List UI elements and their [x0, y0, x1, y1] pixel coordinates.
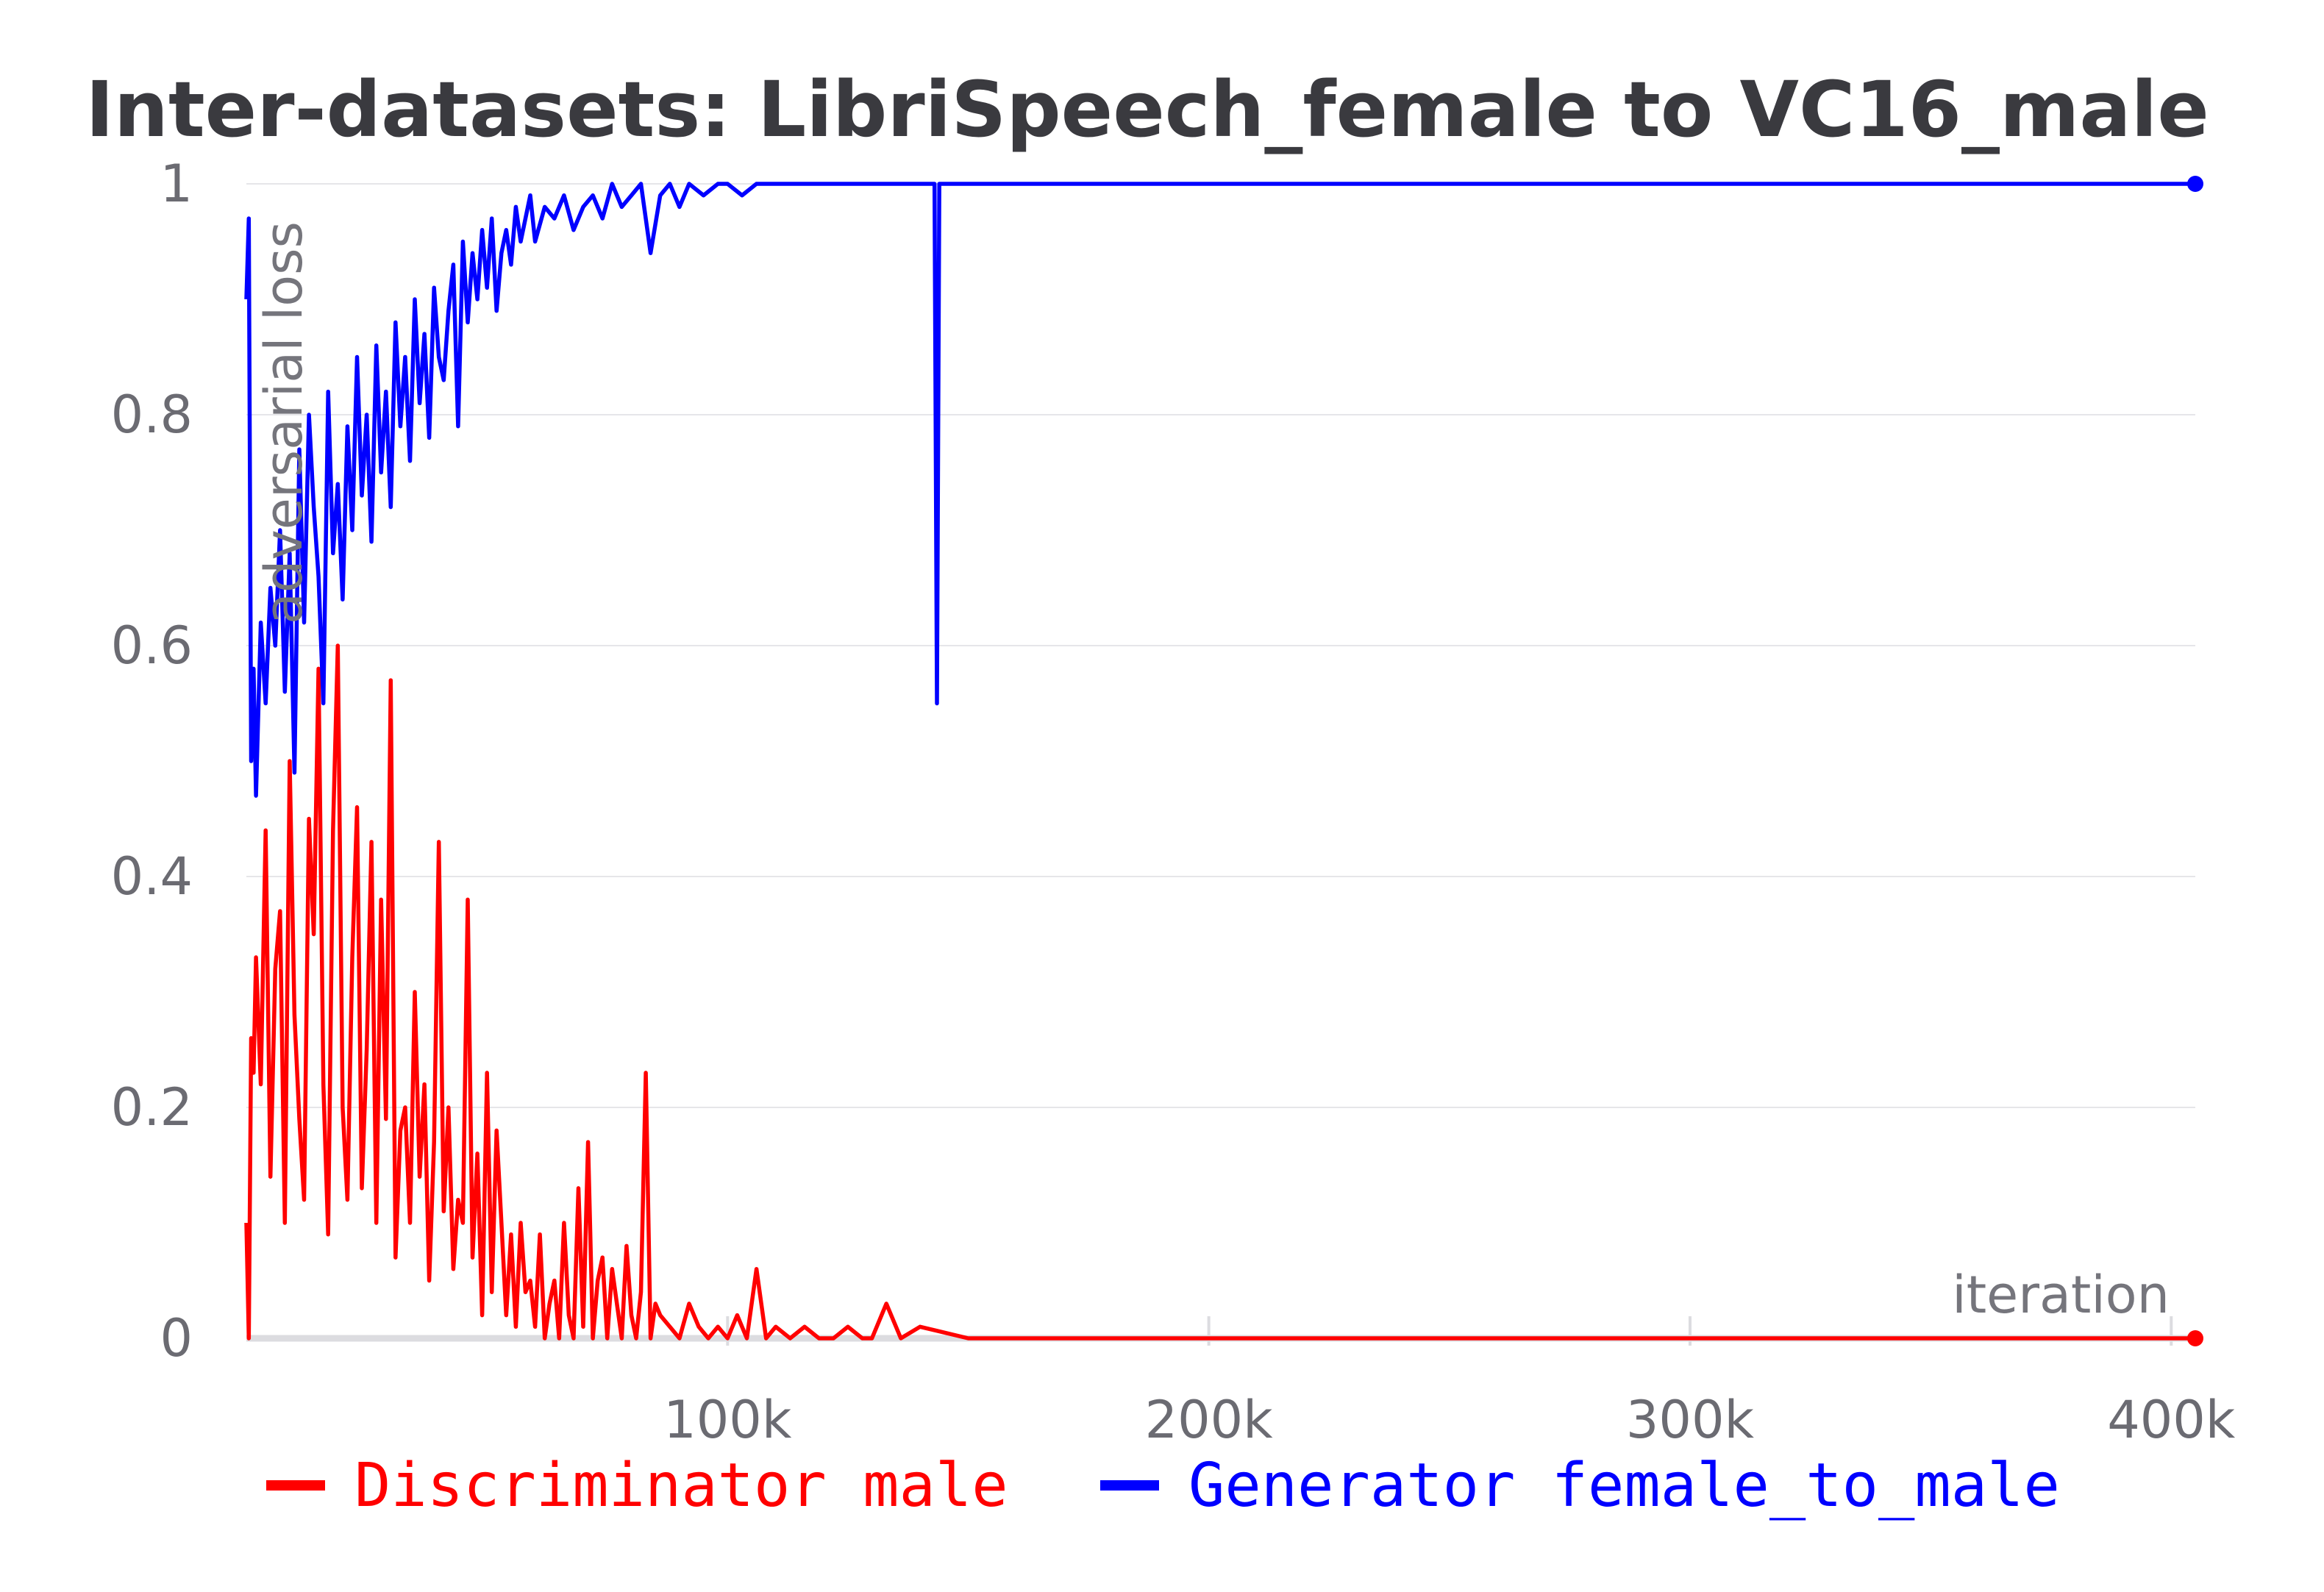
y-tick-label: 0 [160, 1308, 193, 1368]
y-axis-label: adversarial loss [254, 221, 314, 624]
series-line-generator-female-to-male [244, 182, 2195, 798]
x-tick-label: 100k [663, 1390, 792, 1450]
y-tick-label: 0.2 [111, 1077, 193, 1138]
y-tick-label: 0.6 [111, 615, 193, 676]
x-tick-labels: 100k 200k 300k 400k [663, 1390, 2236, 1450]
legend-label: Discriminator male [354, 1451, 1008, 1521]
y-tick-labels: 0 0.2 0.4 0.6 0.8 1 [111, 154, 193, 1368]
series-end-point [2187, 1330, 2203, 1346]
series-lines [244, 176, 2203, 1346]
y-tick-label: 0.4 [111, 846, 193, 907]
x-tick-label: 200k [1145, 1390, 1274, 1450]
series-line-discriminator-male [244, 643, 2195, 1341]
x-axis [246, 1316, 2195, 1346]
x-tick-label: 400k [2107, 1390, 2236, 1450]
series-end-point [2187, 176, 2203, 192]
legend-label: Generator female_to_male [1188, 1451, 2060, 1521]
grid-lines [246, 183, 2195, 1108]
legend-item: Generator female_to_male [1100, 1451, 2060, 1521]
chart-title: Inter-datasets: LibriSpeech_female to VC… [85, 65, 2209, 154]
legend-item: Discriminator male [266, 1451, 1008, 1521]
legend: Discriminator male Generator female_to_ma… [266, 1451, 2060, 1521]
y-tick-label: 1 [160, 154, 193, 214]
x-tick-label: 300k [1626, 1390, 1755, 1450]
x-axis-label: iteration [1952, 1265, 2170, 1325]
y-tick-label: 0.8 [111, 385, 193, 445]
